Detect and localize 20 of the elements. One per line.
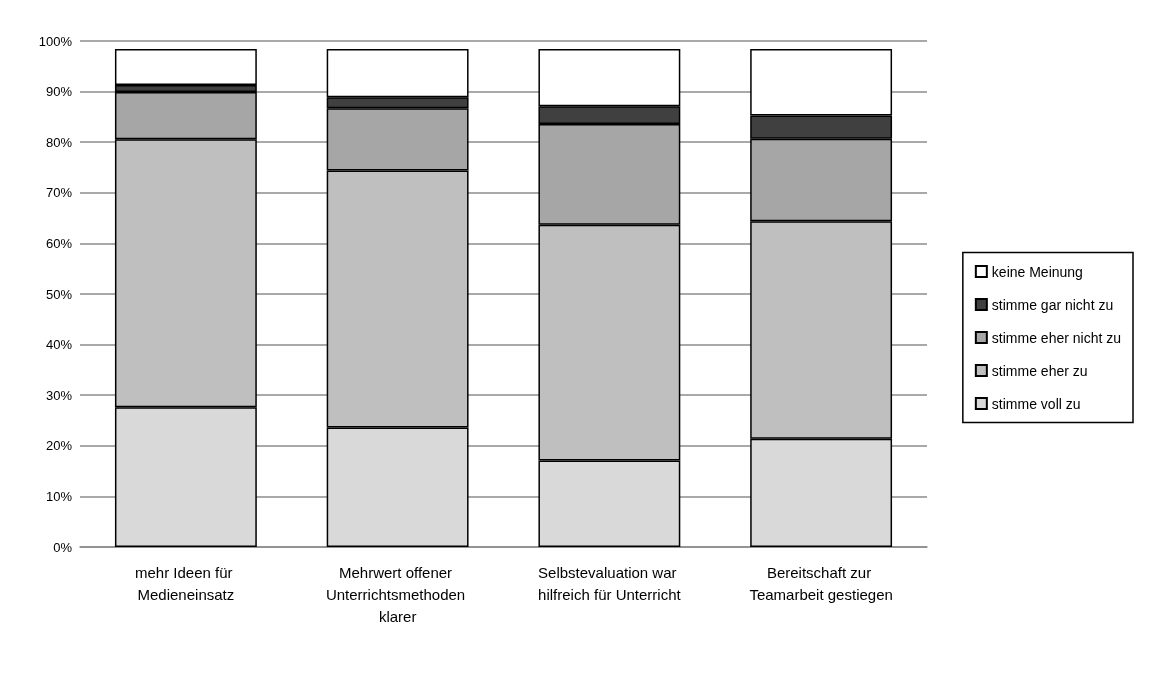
y-tick-label: 0% (53, 539, 73, 555)
y-tick-label: 30% (45, 387, 73, 403)
y-tick-label: 80% (45, 134, 73, 150)
y-tick-label: 60% (45, 235, 73, 251)
legend-label: keine Meinung (991, 263, 1083, 280)
y-tick-label: 40% (45, 337, 73, 353)
legend-label: stimme gar nicht zu (991, 296, 1114, 313)
legend-label: stimme voll zu (991, 395, 1081, 412)
y-tick-label: 100% (38, 33, 73, 49)
y-tick-label: 90% (45, 84, 73, 100)
x-tick-label: mehr Ideen für Medieneinsatz (135, 563, 237, 603)
x-tick-label: Bereitschaft zur Teamarbeit gestiegen (749, 563, 893, 603)
y-tick-label: 20% (45, 438, 73, 454)
legend-label: stimme eher nicht zu (991, 329, 1122, 346)
y-tick-label: 50% (45, 286, 73, 302)
legend-label: stimme eher zu (991, 362, 1088, 379)
y-tick-label: 70% (45, 185, 73, 201)
x-tick-label: Selbstevaluation war hilfreich für Unterricht (538, 563, 682, 603)
x-tick-label: Mehrwert offener Unterrichtsmethoden klarer (325, 563, 470, 625)
y-tick-label: 10% (45, 488, 73, 504)
